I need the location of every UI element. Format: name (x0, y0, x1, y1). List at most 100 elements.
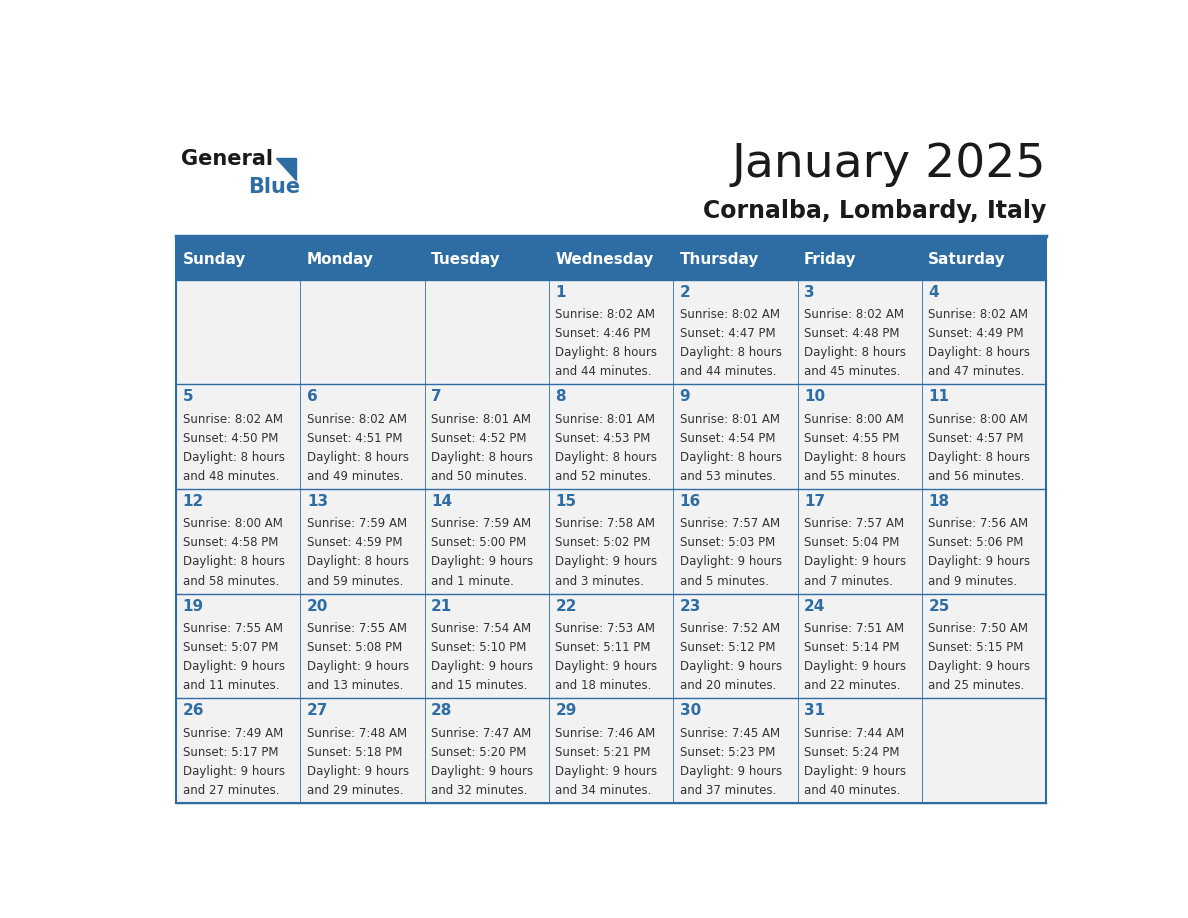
Bar (674, 594, 797, 699)
Text: Sunset: 5:18 PM: Sunset: 5:18 PM (307, 745, 403, 758)
Text: Daylight: 9 hours: Daylight: 9 hours (804, 555, 906, 568)
Text: 14: 14 (431, 494, 453, 509)
Text: and 18 minutes.: and 18 minutes. (556, 679, 652, 692)
Text: Cornalba, Lombardy, Italy: Cornalba, Lombardy, Italy (703, 198, 1047, 222)
Text: Sunset: 4:48 PM: Sunset: 4:48 PM (804, 327, 899, 341)
Text: 31: 31 (804, 703, 826, 718)
Text: 28: 28 (431, 703, 453, 718)
Text: Sunrise: 7:55 AM: Sunrise: 7:55 AM (307, 621, 406, 635)
Text: Sunset: 4:52 PM: Sunset: 4:52 PM (431, 431, 526, 445)
Text: 23: 23 (680, 599, 701, 613)
Text: and 44 minutes.: and 44 minutes. (556, 365, 652, 378)
Bar (922, 280, 1047, 385)
Text: and 44 minutes.: and 44 minutes. (680, 365, 776, 378)
Text: 30: 30 (680, 703, 701, 718)
Text: Sunset: 5:03 PM: Sunset: 5:03 PM (680, 536, 775, 549)
Text: Sunset: 5:20 PM: Sunset: 5:20 PM (431, 745, 526, 758)
Text: and 9 minutes.: and 9 minutes. (928, 575, 1017, 588)
Bar (797, 594, 922, 699)
Text: Sunset: 5:04 PM: Sunset: 5:04 PM (804, 536, 899, 549)
Text: and 47 minutes.: and 47 minutes. (928, 365, 1025, 378)
Text: and 48 minutes.: and 48 minutes. (183, 470, 279, 483)
Bar (549, 280, 674, 385)
Text: and 15 minutes.: and 15 minutes. (431, 679, 527, 692)
Text: Sunrise: 8:00 AM: Sunrise: 8:00 AM (804, 413, 904, 426)
Text: 4: 4 (928, 285, 939, 300)
Text: 1: 1 (556, 285, 565, 300)
Text: Daylight: 8 hours: Daylight: 8 hours (928, 346, 1030, 359)
Bar (176, 385, 301, 489)
Text: Sunrise: 8:00 AM: Sunrise: 8:00 AM (183, 518, 283, 531)
Bar (922, 594, 1047, 699)
Text: and 25 minutes.: and 25 minutes. (928, 679, 1025, 692)
Text: Sunset: 4:57 PM: Sunset: 4:57 PM (928, 431, 1024, 445)
Text: Daylight: 9 hours: Daylight: 9 hours (431, 765, 533, 778)
Bar (797, 280, 922, 385)
Bar (176, 699, 301, 803)
Text: Sunrise: 8:02 AM: Sunrise: 8:02 AM (183, 413, 283, 426)
Text: and 11 minutes.: and 11 minutes. (183, 679, 279, 692)
Text: and 58 minutes.: and 58 minutes. (183, 575, 279, 588)
Text: and 22 minutes.: and 22 minutes. (804, 679, 901, 692)
Text: Tuesday: Tuesday (431, 252, 501, 267)
Text: Sunset: 4:59 PM: Sunset: 4:59 PM (307, 536, 403, 549)
Text: and 53 minutes.: and 53 minutes. (680, 470, 776, 483)
Text: and 13 minutes.: and 13 minutes. (307, 679, 403, 692)
Text: Wednesday: Wednesday (556, 252, 653, 267)
Text: Daylight: 9 hours: Daylight: 9 hours (804, 765, 906, 778)
Text: Daylight: 9 hours: Daylight: 9 hours (556, 660, 658, 673)
Text: Sunset: 4:53 PM: Sunset: 4:53 PM (556, 431, 651, 445)
Text: Daylight: 9 hours: Daylight: 9 hours (680, 555, 782, 568)
Text: 15: 15 (556, 494, 576, 509)
Bar (301, 385, 424, 489)
Text: Daylight: 9 hours: Daylight: 9 hours (183, 660, 285, 673)
Text: Monday: Monday (307, 252, 374, 267)
Text: Sunset: 5:07 PM: Sunset: 5:07 PM (183, 641, 278, 654)
Text: 24: 24 (804, 599, 826, 613)
Text: and 27 minutes.: and 27 minutes. (183, 784, 279, 797)
Text: Thursday: Thursday (680, 252, 759, 267)
Text: Sunset: 5:00 PM: Sunset: 5:00 PM (431, 536, 526, 549)
Text: 9: 9 (680, 389, 690, 404)
Text: Sunrise: 8:02 AM: Sunrise: 8:02 AM (556, 308, 656, 321)
Text: Daylight: 9 hours: Daylight: 9 hours (307, 765, 409, 778)
Text: and 3 minutes.: and 3 minutes. (556, 575, 644, 588)
Text: Daylight: 9 hours: Daylight: 9 hours (680, 660, 782, 673)
Text: and 49 minutes.: and 49 minutes. (307, 470, 404, 483)
Text: Sunrise: 7:56 AM: Sunrise: 7:56 AM (928, 518, 1029, 531)
Text: Sunrise: 8:00 AM: Sunrise: 8:00 AM (928, 413, 1028, 426)
Text: Daylight: 9 hours: Daylight: 9 hours (680, 765, 782, 778)
Text: 5: 5 (183, 389, 194, 404)
Text: 6: 6 (307, 389, 317, 404)
Text: Sunrise: 7:55 AM: Sunrise: 7:55 AM (183, 621, 283, 635)
Text: 11: 11 (928, 389, 949, 404)
Text: Sunset: 5:06 PM: Sunset: 5:06 PM (928, 536, 1024, 549)
Text: Sunrise: 7:52 AM: Sunrise: 7:52 AM (680, 621, 779, 635)
Text: 25: 25 (928, 599, 949, 613)
Text: Daylight: 9 hours: Daylight: 9 hours (928, 660, 1030, 673)
Text: Sunrise: 7:51 AM: Sunrise: 7:51 AM (804, 621, 904, 635)
Text: and 34 minutes.: and 34 minutes. (556, 784, 652, 797)
Text: Sunrise: 8:02 AM: Sunrise: 8:02 AM (928, 308, 1029, 321)
Text: 17: 17 (804, 494, 826, 509)
Bar (797, 699, 922, 803)
Text: and 56 minutes.: and 56 minutes. (928, 470, 1025, 483)
Text: Sunset: 4:54 PM: Sunset: 4:54 PM (680, 431, 776, 445)
Text: and 40 minutes.: and 40 minutes. (804, 784, 901, 797)
Bar (674, 280, 797, 385)
Text: 12: 12 (183, 494, 204, 509)
Text: Sunrise: 8:02 AM: Sunrise: 8:02 AM (804, 308, 904, 321)
Text: 21: 21 (431, 599, 453, 613)
Bar (425, 594, 549, 699)
Text: Daylight: 8 hours: Daylight: 8 hours (928, 451, 1030, 464)
Text: Sunrise: 7:54 AM: Sunrise: 7:54 AM (431, 621, 531, 635)
Bar (301, 699, 424, 803)
Text: January 2025: January 2025 (732, 142, 1047, 187)
Bar (301, 489, 424, 594)
Text: and 37 minutes.: and 37 minutes. (680, 784, 776, 797)
Bar (425, 385, 549, 489)
Text: Sunset: 5:02 PM: Sunset: 5:02 PM (556, 536, 651, 549)
Bar (549, 699, 674, 803)
Polygon shape (276, 158, 296, 180)
Text: Sunset: 4:47 PM: Sunset: 4:47 PM (680, 327, 776, 341)
